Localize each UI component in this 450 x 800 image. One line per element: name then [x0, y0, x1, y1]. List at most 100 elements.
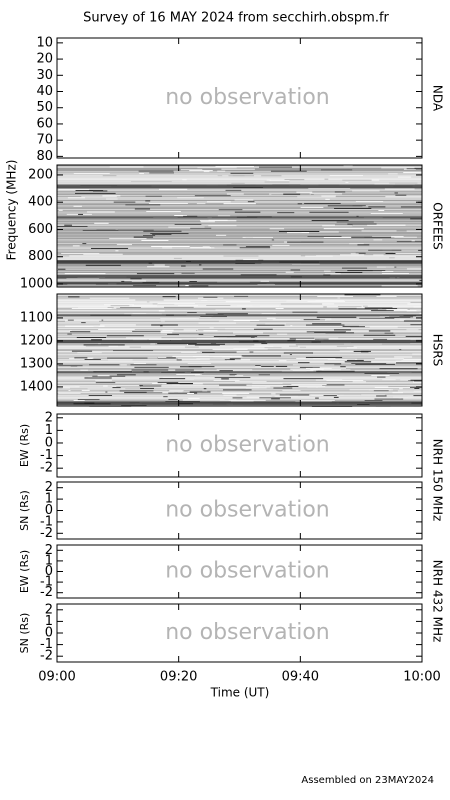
- spectrogram-row: [57, 394, 422, 395]
- spectrogram-streak: [309, 193, 343, 195]
- spectrogram-streak: [413, 390, 422, 392]
- spectrogram-streak: [112, 350, 154, 352]
- spectrogram-streak: [219, 399, 237, 401]
- spectrogram-streak: [394, 192, 398, 194]
- y-tick-label: 1300: [20, 356, 53, 371]
- y-tick-label: 1: [45, 553, 53, 568]
- spectrogram-streak: [133, 285, 157, 287]
- spectrogram-row: [57, 353, 422, 354]
- spectrogram-streak: [324, 363, 342, 365]
- spectrogram-streak: [401, 360, 422, 362]
- spectrogram-streak: [271, 398, 280, 400]
- spectrogram-row: [57, 251, 422, 252]
- spectrogram-streak: [217, 170, 226, 172]
- spectrogram-streak: [279, 394, 310, 396]
- spectrogram-row: [57, 384, 422, 385]
- spectrogram-streak: [361, 230, 397, 232]
- spectrogram-streak: [200, 351, 237, 353]
- spectrogram-row: [57, 338, 422, 339]
- spectrogram-streak: [96, 229, 116, 231]
- spectrogram-streak: [130, 278, 142, 280]
- spectrogram-streak: [296, 191, 313, 193]
- spectrogram-row: [57, 337, 422, 338]
- spectrogram-row: [57, 192, 422, 193]
- spectrogram-streak: [185, 285, 192, 287]
- spectrogram-streak: [403, 168, 416, 170]
- spectrogram-streak: [190, 247, 212, 249]
- spectrogram-row: [57, 398, 422, 399]
- spectrogram-streak: [276, 333, 288, 335]
- spectrogram-streak: [116, 374, 136, 376]
- spectrogram-streak: [355, 200, 384, 202]
- y-tick-label: 600: [28, 222, 53, 237]
- spectrogram-row: [57, 382, 422, 383]
- spectrogram-streak: [234, 375, 244, 377]
- spectrogram-streak: [403, 172, 422, 174]
- spectrogram-streak: [65, 325, 105, 327]
- spectrogram-streak: [290, 325, 293, 327]
- spectrogram-streak: [270, 386, 308, 388]
- y-tick-label: 2: [45, 480, 53, 495]
- spectrogram-streak: [202, 246, 210, 248]
- spectrogram-row: [57, 274, 422, 275]
- spectrogram-streak: [340, 254, 365, 256]
- spectrogram-row: [57, 331, 422, 332]
- spectrogram-row: [57, 370, 422, 371]
- spectrogram-streak: [300, 399, 335, 401]
- spectrogram-streak: [323, 236, 365, 238]
- panel-frame: [56, 413, 423, 478]
- spectrogram-streak: [219, 387, 260, 389]
- spectrogram-row: [57, 239, 422, 240]
- spectrogram-row: [57, 233, 422, 234]
- spectrogram-streak: [203, 388, 207, 390]
- spectrogram-row: [57, 350, 422, 351]
- spectrogram-row: [57, 361, 422, 362]
- spectrogram-streak: [83, 253, 123, 255]
- spectrogram-streak: [58, 365, 83, 367]
- spectrogram-streak: [265, 323, 287, 325]
- spectrogram-streak: [190, 227, 212, 229]
- y-tick-label: 1200: [20, 333, 53, 348]
- spectrogram-streak: [249, 351, 254, 353]
- spectrogram-row: [57, 188, 422, 189]
- spectrogram-row: [57, 206, 422, 207]
- spectrogram-streak: [115, 250, 119, 252]
- spectrogram-row: [57, 191, 422, 192]
- spectrogram-row: [57, 250, 422, 251]
- x-tick-label: 09:40: [282, 670, 319, 685]
- spectrogram-streak: [351, 236, 392, 238]
- spectrogram-streak: [364, 307, 393, 309]
- spectrogram-streak: [116, 244, 132, 246]
- spectrogram-streak: [189, 280, 197, 282]
- spectrogram-row: [57, 168, 422, 169]
- spectrogram-streak: [180, 169, 203, 171]
- spectrogram-streak: [255, 366, 262, 368]
- spectrogram-row: [57, 201, 422, 202]
- y-tick-label: 50: [36, 100, 53, 115]
- spectrogram-streak: [143, 235, 156, 237]
- spectrogram-streak: [91, 339, 102, 341]
- spectrogram-streak: [160, 320, 165, 322]
- spectrogram-streak: [230, 400, 254, 402]
- spectrogram-streak: [209, 247, 215, 249]
- spectrogram-streak: [245, 246, 270, 248]
- spectrogram-streak: [381, 270, 394, 272]
- no-observation-text: no observation: [165, 620, 330, 645]
- spectrogram-streak: [339, 350, 361, 352]
- spectrogram-streak: [146, 391, 183, 393]
- spectrogram-streak: [67, 333, 72, 335]
- spectrogram-streak: [158, 310, 165, 312]
- spectrogram-streak: [182, 399, 225, 401]
- spectrogram-streak: [166, 382, 193, 384]
- spectrogram-row: [57, 215, 422, 216]
- spectrogram-streak: [326, 379, 364, 381]
- spectrogram-streak: [206, 201, 231, 203]
- spectrogram-streak: [75, 190, 104, 192]
- spectrogram-row: [57, 390, 422, 391]
- spectrogram-streak: [346, 359, 364, 361]
- spectrogram-streak: [175, 369, 194, 371]
- spectrogram-streak: [174, 223, 202, 225]
- spectrogram-streak: [399, 349, 402, 351]
- spectrogram-streak: [255, 365, 261, 367]
- y-tick-label: -2: [40, 526, 53, 541]
